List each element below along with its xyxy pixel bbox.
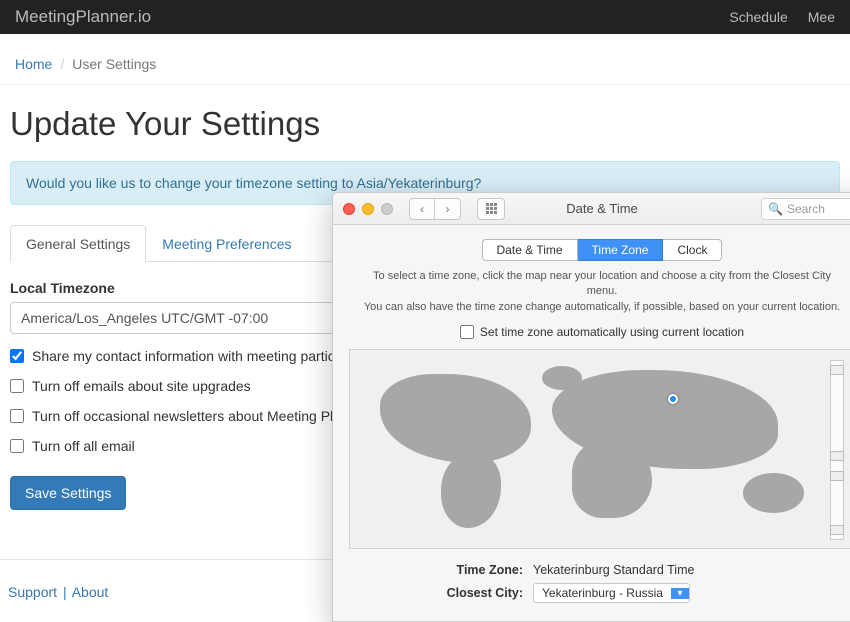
footer-about-link[interactable]: About: [72, 584, 109, 600]
emails-upgrades-checkbox[interactable]: [10, 379, 24, 393]
chevron-updown-icon: ▾: [671, 588, 689, 599]
top-navbar: MeetingPlanner.io Schedule Mee: [0, 0, 850, 34]
chevron-left-icon: ‹: [420, 202, 424, 216]
auto-timezone-label: Set time zone automatically using curren…: [480, 325, 744, 339]
closest-city-value: Yekaterinburg - Russia: [534, 586, 671, 600]
save-settings-button[interactable]: Save Settings: [10, 476, 126, 510]
footer-separator: |: [63, 584, 67, 600]
timezone-field-label: Time Zone:: [333, 563, 533, 577]
timezone-value: Yekaterinburg Standard Time: [533, 563, 694, 577]
share-contact-checkbox[interactable]: [10, 349, 24, 363]
footer-divider: [0, 559, 340, 560]
search-placeholder: Search: [787, 202, 825, 216]
brand[interactable]: MeetingPlanner.io: [15, 7, 151, 27]
help-line-1: To select a time zone, click the map nea…: [363, 269, 841, 300]
seg-clock[interactable]: Clock: [663, 239, 722, 261]
page-title: Update Your Settings: [10, 105, 840, 143]
seg-date-time[interactable]: Date & Time: [482, 239, 578, 261]
macos-help-text: To select a time zone, click the map nea…: [363, 269, 841, 315]
macos-segmented-control: Date & Time Time Zone Clock: [333, 239, 850, 261]
map-pin-icon: [668, 394, 678, 404]
footer-support-link[interactable]: Support: [8, 584, 57, 600]
map-zoom-slider[interactable]: [830, 360, 844, 540]
nav-link-meeting[interactable]: Mee: [808, 9, 835, 25]
slider-thumb-mid[interactable]: [830, 451, 844, 461]
emails-upgrades-label: Turn off emails about site upgrades: [32, 378, 251, 394]
closest-city-select[interactable]: Yekaterinburg - Russia ▾: [533, 583, 690, 603]
slider-thumb-mid2[interactable]: [830, 471, 844, 481]
chevron-right-icon: ›: [446, 202, 450, 216]
minimize-icon[interactable]: [362, 203, 374, 215]
help-line-2: You can also have the time zone change a…: [363, 300, 841, 315]
zoom-icon[interactable]: [381, 203, 393, 215]
nav-link-schedule[interactable]: Schedule: [729, 9, 787, 25]
macos-datetime-window: ‹ › Date & Time 🔍 Search Date & Time Tim…: [332, 192, 850, 622]
auto-timezone-checkbox[interactable]: [460, 325, 474, 339]
traffic-lights: [343, 203, 393, 215]
slider-thumb-bottom[interactable]: [830, 525, 844, 535]
all-email-checkbox[interactable]: [10, 439, 24, 453]
tab-general-settings[interactable]: General Settings: [10, 225, 146, 262]
back-button[interactable]: ‹: [409, 198, 435, 220]
close-icon[interactable]: [343, 203, 355, 215]
world-map[interactable]: [349, 349, 850, 549]
grid-icon: [486, 203, 497, 214]
search-icon: 🔍: [768, 202, 783, 216]
forward-button[interactable]: ›: [435, 198, 461, 220]
breadcrumb-home[interactable]: Home: [15, 56, 52, 72]
newsletters-checkbox[interactable]: [10, 409, 24, 423]
breadcrumb-current: User Settings: [72, 56, 156, 72]
closest-city-label: Closest City:: [333, 586, 533, 600]
breadcrumb: Home / User Settings: [0, 44, 850, 85]
breadcrumb-separator: /: [60, 56, 64, 72]
footer: Support | About: [8, 570, 328, 600]
macos-search-input[interactable]: 🔍 Search: [761, 198, 850, 220]
share-contact-label: Share my contact information with meetin…: [32, 348, 372, 364]
tab-meeting-preferences[interactable]: Meeting Preferences: [146, 225, 307, 262]
show-all-button[interactable]: [477, 198, 505, 220]
seg-time-zone[interactable]: Time Zone: [578, 239, 664, 261]
macos-titlebar[interactable]: ‹ › Date & Time 🔍 Search: [333, 193, 850, 225]
slider-thumb-top[interactable]: [830, 365, 844, 375]
all-email-label: Turn off all email: [32, 438, 135, 454]
newsletters-label: Turn off occasional newsletters about Me…: [32, 408, 369, 424]
